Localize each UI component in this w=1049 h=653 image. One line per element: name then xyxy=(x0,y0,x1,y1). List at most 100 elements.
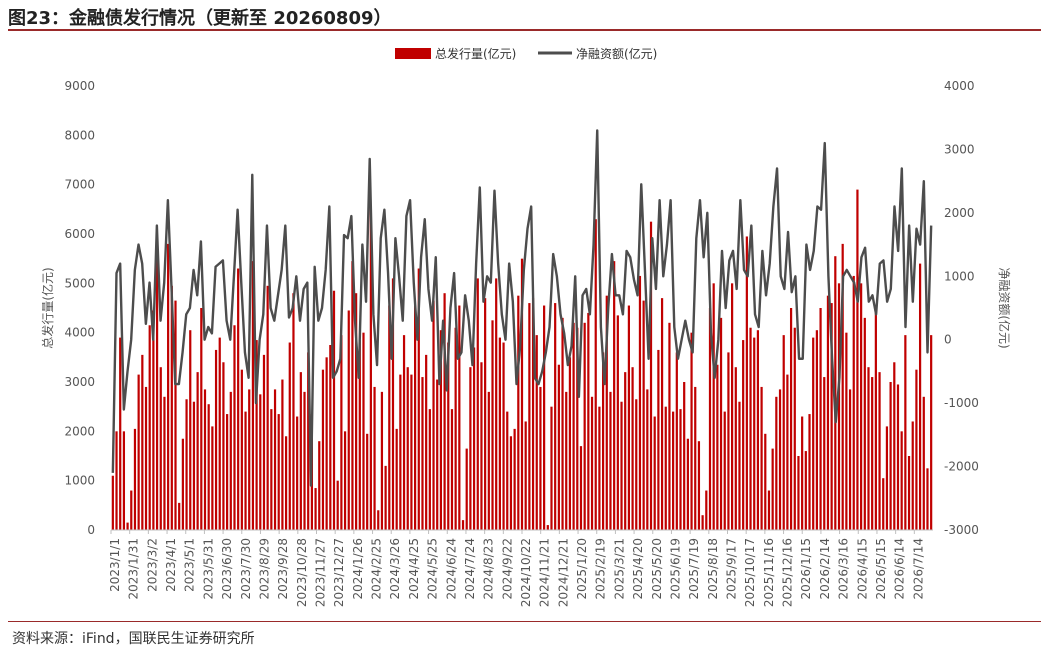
bar xyxy=(742,340,745,530)
bar xyxy=(561,317,564,530)
bar xyxy=(248,389,251,530)
x-tick-label: 2025/7/19 xyxy=(687,538,701,600)
legend-bar-swatch xyxy=(395,48,431,59)
x-tick-label: 2023/10/28 xyxy=(295,538,309,607)
x-tick-label: 2026/4/15 xyxy=(855,538,869,600)
bar xyxy=(517,295,520,530)
x-tick-label: 2024/11/21 xyxy=(538,538,552,607)
bar xyxy=(767,490,771,530)
bar xyxy=(329,345,332,530)
y-left-tick-label: 5000 xyxy=(64,276,95,290)
y-left-tick-label: 1000 xyxy=(64,474,95,488)
bar xyxy=(716,364,719,530)
bar xyxy=(487,391,490,530)
y-right-tick-label: -2000 xyxy=(944,460,979,474)
x-tick-label: 2025/8/18 xyxy=(706,538,720,600)
y-left-axis-title: 总发行量(亿元) xyxy=(40,267,55,348)
bar xyxy=(469,367,472,530)
bar xyxy=(826,295,830,530)
net-financing-line xyxy=(111,129,933,487)
bar xyxy=(454,327,457,530)
x-axis: 2023/1/1 2023/1/31 2023/3/2 2023/4/1 2023/5/… xyxy=(108,529,933,607)
bar xyxy=(332,290,336,530)
bar xyxy=(804,451,807,530)
x-tick-label: 2025/12/16 xyxy=(781,538,795,607)
x-tick-label: 2024/6/24 xyxy=(444,538,458,600)
bar xyxy=(531,298,535,530)
bar xyxy=(347,310,350,530)
bar xyxy=(170,285,173,530)
bar xyxy=(299,372,302,530)
y-right-tick-label: 3000 xyxy=(944,142,975,156)
bar xyxy=(683,382,686,530)
bar xyxy=(284,436,288,530)
bar xyxy=(646,389,649,530)
bar xyxy=(502,342,505,530)
y-left-tick-label: 4000 xyxy=(64,326,95,340)
bar xyxy=(303,391,306,530)
x-tick-label: 2024/3/26 xyxy=(388,538,402,600)
bar xyxy=(458,305,461,530)
bar xyxy=(410,374,413,530)
bar xyxy=(237,268,240,530)
bar xyxy=(775,396,778,530)
bar xyxy=(425,354,428,530)
bar xyxy=(764,433,767,530)
bar xyxy=(273,389,277,530)
bar xyxy=(141,354,144,530)
bar xyxy=(395,428,398,530)
bar xyxy=(373,386,376,530)
bar xyxy=(524,421,527,530)
bar xyxy=(428,409,431,530)
bar xyxy=(226,414,229,530)
bar xyxy=(447,342,450,530)
bar xyxy=(867,367,870,530)
bar xyxy=(192,401,196,530)
x-tick-label: 2026/7/14 xyxy=(911,538,925,600)
bar xyxy=(229,391,232,530)
bar xyxy=(266,285,269,530)
bar xyxy=(509,436,513,530)
bar xyxy=(480,362,483,530)
bar xyxy=(638,275,642,530)
bar xyxy=(930,335,933,530)
bar xyxy=(211,426,214,530)
bar xyxy=(786,374,789,530)
bar xyxy=(484,298,487,530)
x-tick-label: 2024/2/25 xyxy=(370,538,384,600)
bar xyxy=(760,386,763,530)
x-tick-label: 2025/5/20 xyxy=(650,538,664,600)
bar xyxy=(181,438,184,530)
bar xyxy=(594,219,597,530)
bar xyxy=(432,300,435,530)
bar xyxy=(793,327,796,530)
bar xyxy=(377,510,380,530)
bar xyxy=(520,258,524,530)
x-tick-label: 2024/1/26 xyxy=(351,538,365,600)
y-left-tick-label: 9000 xyxy=(64,79,95,93)
x-tick-label: 2024/9/22 xyxy=(500,538,514,600)
bar xyxy=(259,394,262,530)
bar xyxy=(635,399,638,530)
bar xyxy=(657,349,660,530)
bar xyxy=(513,428,516,530)
bar xyxy=(270,409,273,530)
bar xyxy=(587,312,590,530)
bar xyxy=(144,386,148,530)
bar xyxy=(789,308,793,530)
x-tick-label: 2024/7/24 xyxy=(463,538,477,600)
bar xyxy=(601,352,605,530)
bar xyxy=(889,382,892,530)
source-note: 资料来源：iFind，国联民生证券研究所 xyxy=(12,631,255,647)
bar xyxy=(119,337,122,530)
bar xyxy=(834,256,837,530)
x-tick-label: 2025/4/20 xyxy=(631,538,645,600)
bar xyxy=(414,305,417,530)
bar xyxy=(627,305,630,530)
bar xyxy=(178,502,181,530)
bar xyxy=(336,480,339,530)
bar xyxy=(137,374,140,530)
bar xyxy=(133,428,137,530)
bar xyxy=(207,404,210,530)
bar xyxy=(535,335,538,530)
